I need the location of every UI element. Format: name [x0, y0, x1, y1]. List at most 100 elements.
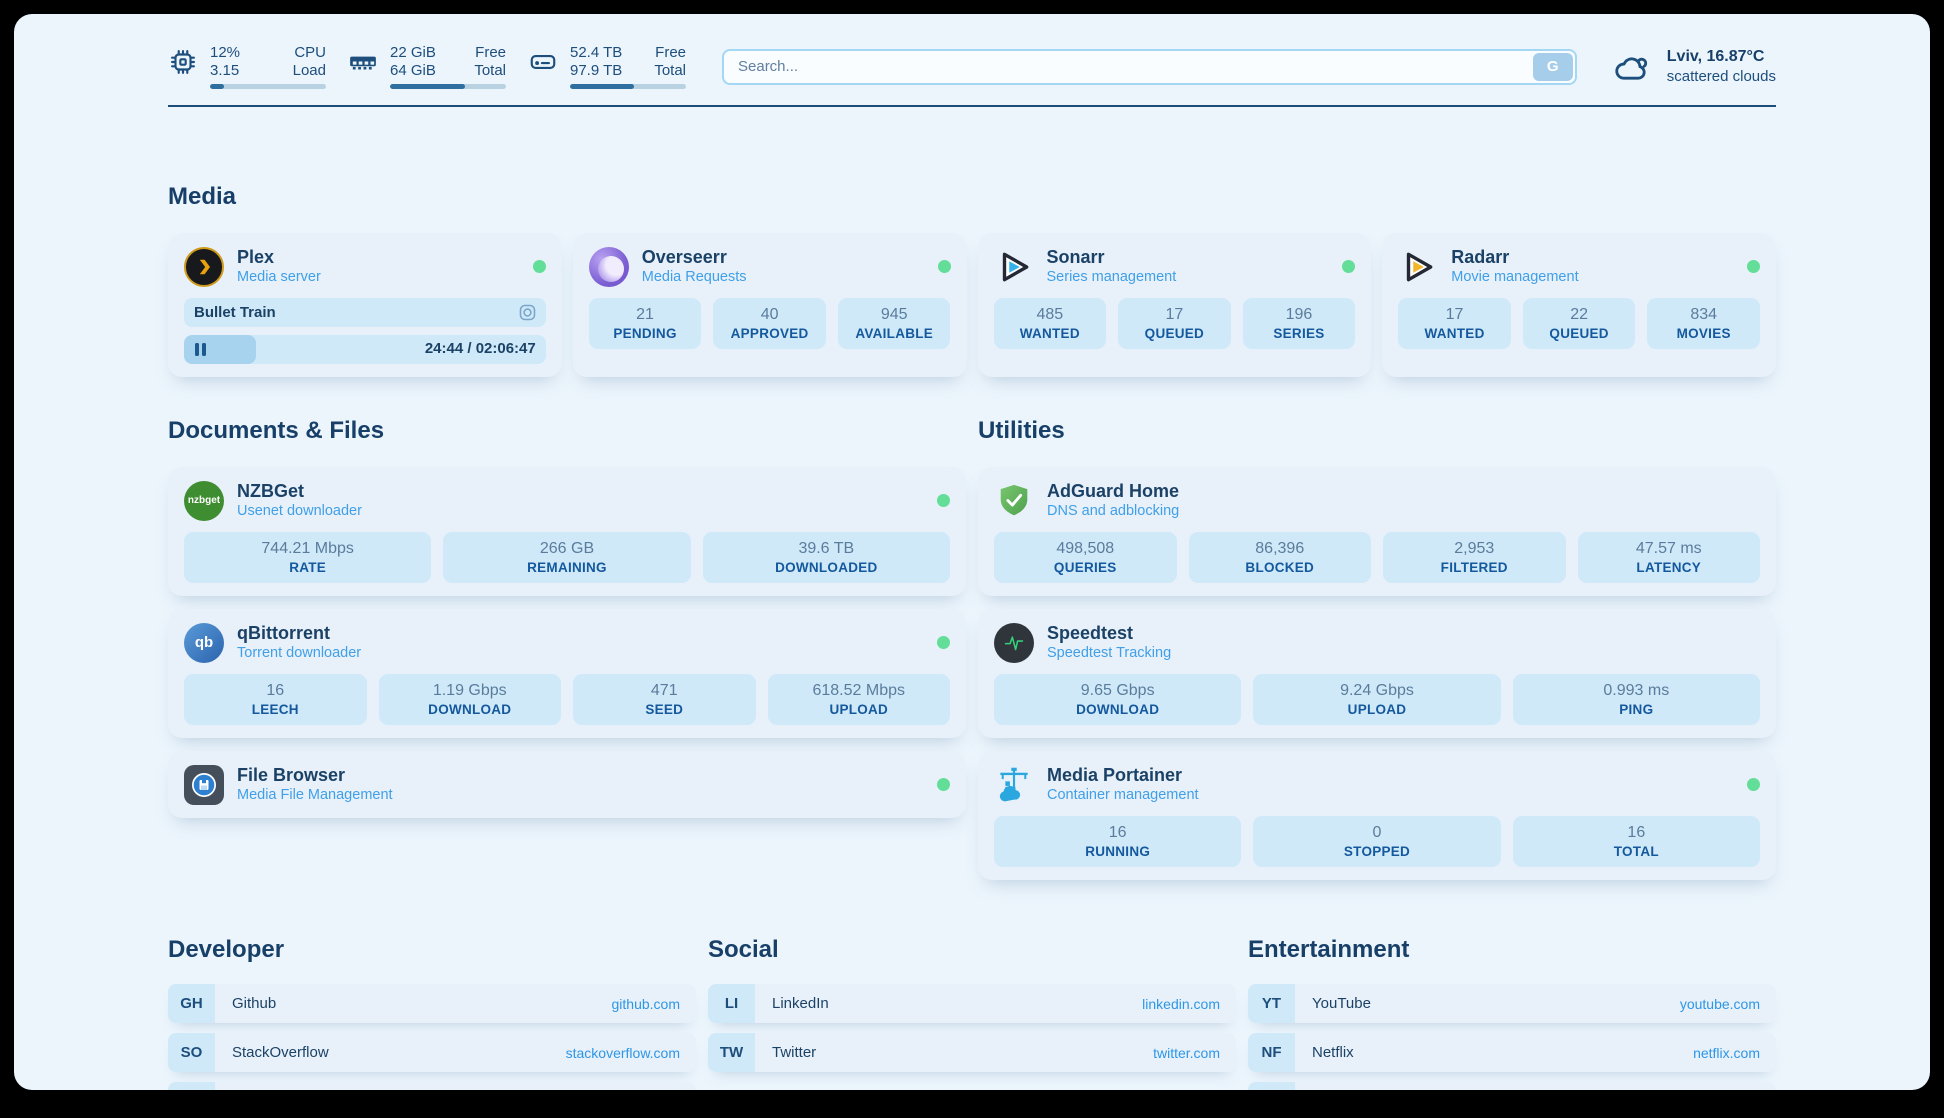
stat-chip: 16 RUNNING [994, 816, 1242, 867]
google-search-button[interactable]: G [1532, 52, 1573, 81]
nzbget-icon: nzbget [184, 480, 224, 521]
disk-icon [530, 55, 556, 69]
bookmark-reddit[interactable]: RE Reddit reddit.com [1248, 1082, 1776, 1090]
service-subtitle: Container management [1047, 787, 1199, 803]
bookmark-group-social: Social LI LinkedIn linkedin.com TW Twitt… [708, 936, 1236, 1090]
service-title: Speedtest [1047, 623, 1134, 643]
status-dot [1342, 260, 1356, 273]
bookmark-youtube[interactable]: YT YouTube youtube.com [1248, 984, 1776, 1023]
bookmark-url: dev.to [643, 1082, 680, 1090]
stat-value: 86,396 [1255, 540, 1305, 557]
stat-label: MOVIES [1676, 326, 1731, 341]
stat-label: DOWNLOAD [428, 702, 512, 717]
bookmark-name: DEV [232, 1082, 643, 1090]
stat-value: 47.57 ms [1635, 540, 1702, 557]
service-subtitle: Media Requests [641, 269, 747, 285]
search-input[interactable] [722, 48, 1577, 85]
bookmark-abbr: RE [1248, 1082, 1295, 1090]
stat-value: 9.24 Gbps [1340, 682, 1414, 699]
status-dot [937, 778, 950, 791]
stat-label: RUNNING [1085, 844, 1151, 859]
section-title-entertainment: Entertainment [1248, 936, 1410, 963]
section-title-media: Media [168, 183, 237, 210]
stat-value: 0.993 ms [1603, 682, 1670, 699]
cpu-widget: 12% CPU 3.15 Load [168, 44, 326, 89]
section-title-utilities: Utilities [978, 417, 1065, 444]
adguard-icon [1000, 484, 1028, 515]
bookmark-github[interactable]: GH Github github.com [168, 984, 696, 1023]
service-card-radarr[interactable]: Radarr Movie management 17 WANTED 22 QUEUE… [1382, 233, 1776, 377]
service-title: Sonarr [1046, 247, 1105, 267]
memory-total-label: Total [474, 62, 506, 79]
stat-value: 0 [1372, 824, 1382, 841]
stat-chip: 485 WANTED [993, 298, 1107, 349]
stat-chip: 0.993 ms PING [1512, 674, 1760, 725]
bookmark-url: netflix.com [1693, 1044, 1760, 1061]
memory-free-label: Free [475, 44, 506, 61]
stat-label: QUEUED [1549, 326, 1609, 341]
stat-label: SERIES [1273, 326, 1325, 341]
overseerr-icon [588, 246, 629, 287]
stat-chip: 39.6 TB DOWNLOADED [702, 532, 950, 583]
stat-chip: 834 MOVIES [1647, 298, 1760, 349]
sonarr-icon [1002, 252, 1028, 281]
bookmark-stackoverflow[interactable]: SO StackOverflow stackoverflow.com [168, 1033, 696, 1072]
service-card-sonarr[interactable]: Sonarr Series management 485 WANTED 17 QUE… [977, 233, 1372, 377]
stat-chip: 17 WANTED [1398, 298, 1511, 349]
playback-time: 24:44 / 02:06:47 [424, 340, 536, 357]
stat-value: 21 [636, 306, 654, 323]
status-dot [937, 260, 951, 273]
bookmark-name: Twitter [772, 1044, 817, 1061]
service-card-adguard[interactable]: AdGuard Home DNS and adblocking 498,508 Q… [978, 467, 1776, 596]
now-playing-bar: Bullet Train [184, 298, 546, 327]
stat-chip: 2,953 FILTERED [1383, 532, 1566, 583]
cpu-icon [171, 50, 195, 74]
service-card-filebrowser[interactable]: File Browser Media File Management [168, 751, 966, 818]
service-card-speedtest[interactable]: Speedtest Speedtest Tracking 9.65 Gbps DO… [978, 609, 1776, 738]
bookmark-twitter[interactable]: TW Twitter twitter.com [708, 1033, 1236, 1072]
bookmark-abbr: TW [708, 1033, 755, 1072]
stat-label: QUEUED [1144, 326, 1205, 341]
stat-value: 16 [1627, 824, 1646, 841]
stat-value: 498,508 [1056, 540, 1115, 557]
section-title-social: Social [708, 936, 779, 963]
stat-label: LEECH [251, 702, 299, 717]
stat-chip: 21 PENDING [588, 298, 702, 349]
status-dot [532, 260, 546, 273]
service-card-qbittorrent[interactable]: qb qBittorrent Torrent downloader 16 LEEC… [168, 609, 966, 738]
bookmark-url: reddit.com [1695, 1082, 1760, 1090]
service-title: Radarr [1451, 247, 1510, 267]
bookmark-name: StackOverflow [232, 1044, 329, 1061]
bookmark-dev[interactable]: DT DEV dev.to [168, 1082, 696, 1090]
stat-chip: 16 LEECH [184, 674, 367, 725]
bookmark-name: LinkedIn [772, 995, 829, 1012]
stat-value: 744.21 Mbps [261, 540, 354, 557]
bookmark-abbr: DT [168, 1082, 215, 1090]
bookmark-linkedin[interactable]: LI LinkedIn linkedin.com [708, 984, 1236, 1023]
stat-value: 16 [266, 682, 285, 699]
service-card-overseerr[interactable]: Overseerr Media Requests 21 PENDING 40 APP… [572, 233, 967, 377]
stat-chip: 40 APPROVED [713, 298, 826, 349]
pause-button[interactable] [194, 342, 207, 362]
stat-chip: 16 TOTAL [1512, 816, 1760, 867]
stat-label: TOTAL [1613, 844, 1659, 859]
memory-icon [350, 56, 376, 70]
radarr-icon [1407, 252, 1433, 281]
bookmark-url: stackoverflow.com [565, 1044, 680, 1061]
disk-total-label: Total [654, 62, 686, 79]
stat-chip: 196 SERIES [1242, 298, 1356, 349]
service-card-nzbget[interactable]: nzbget NZBGet Usenet downloader 744.21 M… [168, 467, 966, 596]
stat-label: PENDING [613, 326, 677, 341]
stat-value: 2,953 [1454, 540, 1495, 557]
bookmark-netflix[interactable]: NF Netflix netflix.com [1248, 1033, 1776, 1072]
stat-value: 17 [1445, 306, 1464, 323]
service-card-portainer[interactable]: Media Portainer Container management 16 R… [978, 751, 1776, 880]
service-title: AdGuard Home [1047, 481, 1180, 501]
service-card-plex[interactable]: Plex Media server Bullet Train [168, 233, 562, 377]
stat-value: 618.52 Mbps [812, 682, 905, 699]
stat-chip: 17 QUEUED [1118, 298, 1231, 349]
stat-label: STOPPED [1343, 844, 1411, 859]
stat-label: UPLOAD [829, 702, 889, 717]
stat-label: WANTED [1424, 326, 1485, 341]
stat-value: 9.65 Gbps [1080, 682, 1155, 699]
